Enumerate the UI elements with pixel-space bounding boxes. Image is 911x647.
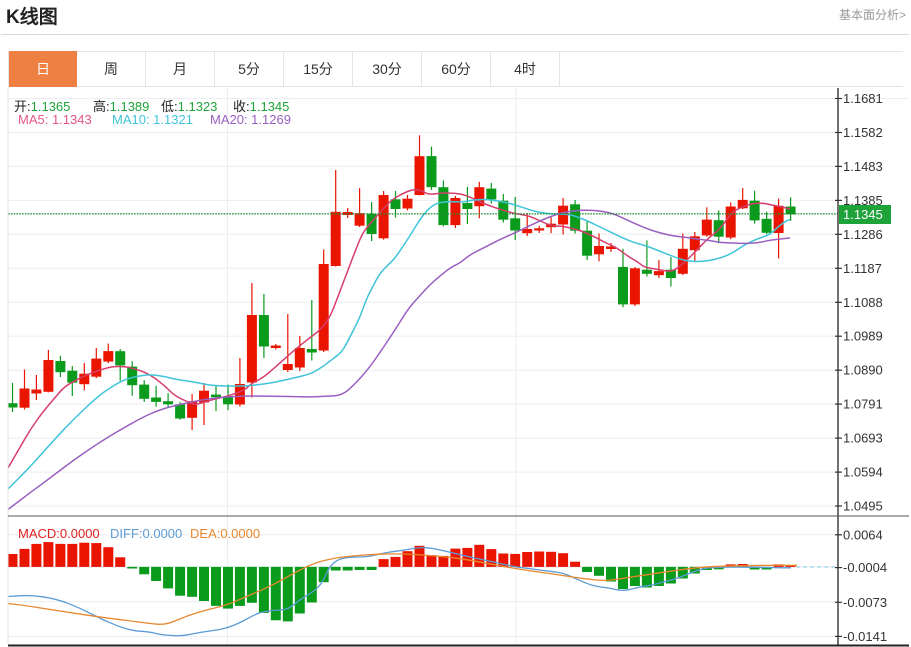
svg-text:1.1088: 1.1088 bbox=[843, 295, 883, 310]
svg-text:-0.0073: -0.0073 bbox=[843, 595, 887, 610]
svg-text:1.1681: 1.1681 bbox=[843, 91, 883, 106]
svg-text:1.0890: 1.0890 bbox=[843, 363, 883, 378]
svg-text:1.1345: 1.1345 bbox=[843, 207, 883, 222]
svg-text:1.0495: 1.0495 bbox=[843, 499, 883, 514]
svg-text:1.1385: 1.1385 bbox=[843, 193, 883, 208]
svg-text:-0.0141: -0.0141 bbox=[843, 629, 887, 644]
svg-text:-0.0004: -0.0004 bbox=[843, 560, 887, 575]
svg-text:1.0693: 1.0693 bbox=[843, 431, 883, 446]
svg-text:1.0594: 1.0594 bbox=[843, 465, 883, 480]
svg-text:1.1286: 1.1286 bbox=[843, 227, 883, 242]
svg-text:1.1582: 1.1582 bbox=[843, 125, 883, 140]
svg-text:1.1483: 1.1483 bbox=[843, 159, 883, 174]
svg-text:0.0064: 0.0064 bbox=[843, 527, 883, 542]
svg-text:1.0989: 1.0989 bbox=[843, 329, 883, 344]
svg-text:1.1187: 1.1187 bbox=[843, 261, 882, 276]
svg-text:1.0791: 1.0791 bbox=[843, 397, 883, 412]
